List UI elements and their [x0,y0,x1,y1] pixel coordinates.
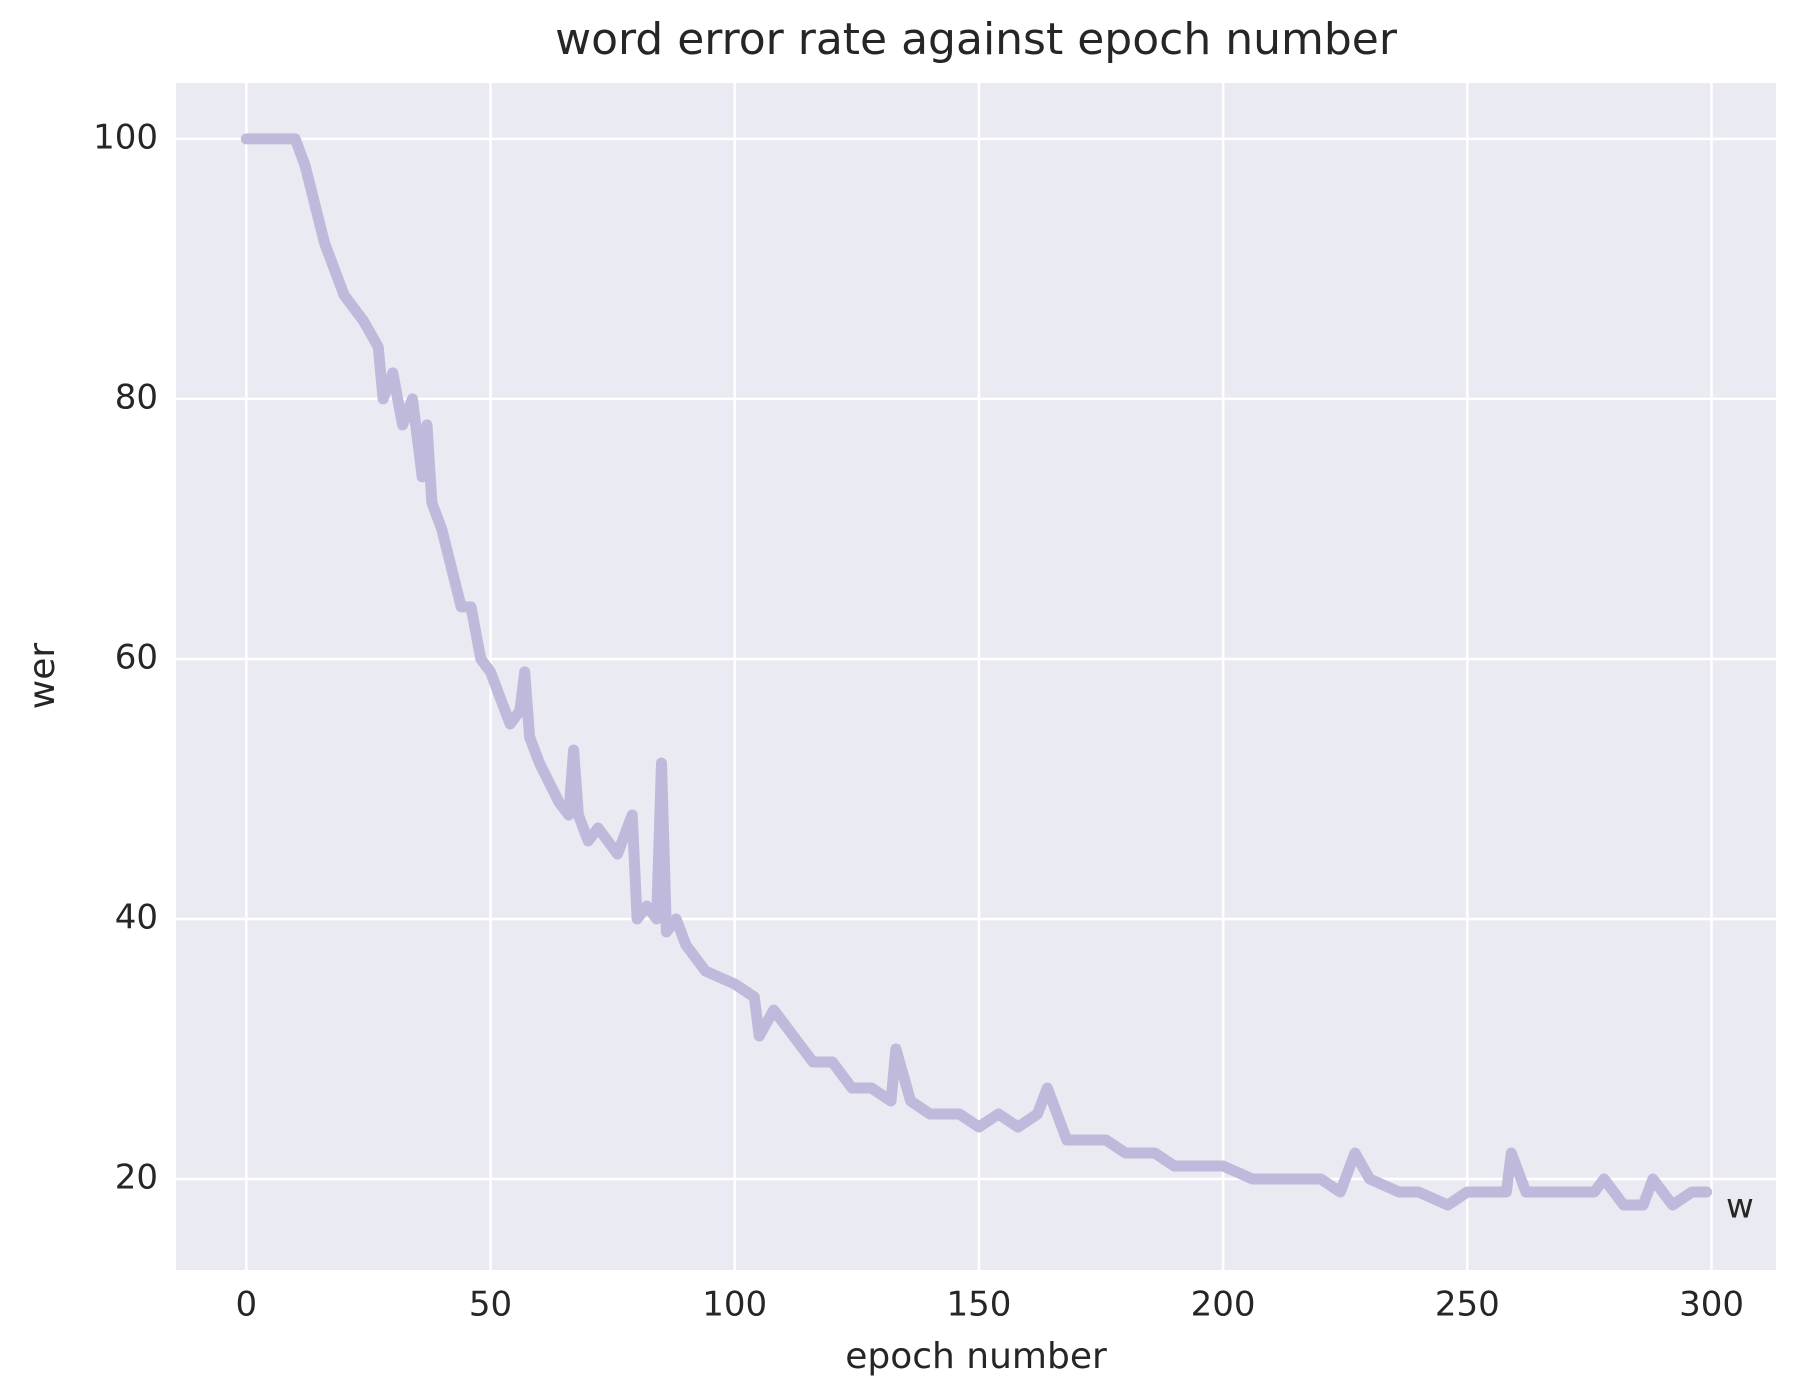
x-tick-label: 200 [1191,1285,1256,1325]
chart-title: word error rate against epoch number [555,14,1398,65]
y-tick-label: 20 [115,1157,158,1197]
x-tick-label: 250 [1435,1285,1500,1325]
plot-area [176,83,1776,1270]
y-tick-label: 60 [115,637,158,677]
x-tick-label: 50 [469,1285,512,1325]
x-tick-label: 100 [702,1285,767,1325]
x-tick-label: 300 [1679,1285,1744,1325]
data-line [240,133,1713,1211]
y-tick-label: 80 [115,377,158,417]
y-tick-label: 100 [93,117,158,157]
y-axis-label: wer [22,643,63,710]
x-tick-label: 150 [946,1285,1011,1325]
legend-label: w [1726,1187,1754,1227]
x-tick-label: 0 [236,1285,258,1325]
y-tick-label: 40 [115,897,158,937]
x-axis-label: epoch number [845,1336,1107,1377]
